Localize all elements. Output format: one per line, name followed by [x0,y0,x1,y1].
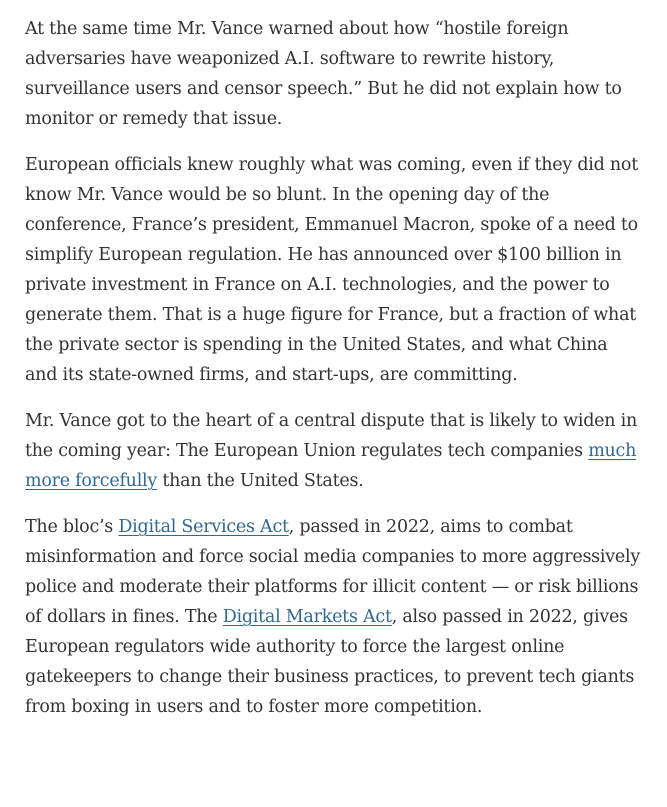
link-digital-markets-act[interactable]: Digital Markets Act [222,607,392,627]
link-digital-services-act[interactable]: Digital Services Act [118,517,289,537]
paragraph-2: European officials knew roughly what was… [25,150,643,390]
paragraph-text: than the United States. [157,471,364,491]
paragraph-text: At the same time Mr. Vance warned about … [25,19,622,129]
paragraph-text: Mr. Vance got to the heart of a central … [25,411,637,461]
article-body: At the same time Mr. Vance warned about … [25,14,643,722]
paragraph-3: Mr. Vance got to the heart of a central … [25,406,643,496]
paragraph-4: The bloc’s Digital Services Act, passed … [25,512,643,722]
paragraph-text: , passed in 2022, aims to combat misinfo… [25,517,640,627]
paragraph-text: European officials knew roughly what was… [25,155,638,385]
link-much-more-forcefully[interactable]: much more forcefully [25,441,637,491]
paragraph-1: At the same time Mr. Vance warned about … [25,14,643,134]
paragraph-text: The bloc’s [25,517,119,537]
paragraph-text: , also passed in 2022, gives European re… [25,607,635,717]
